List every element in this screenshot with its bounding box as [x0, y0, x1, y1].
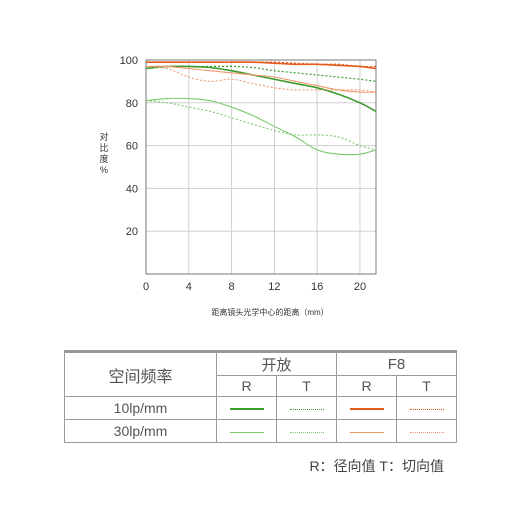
chart-ticks: 0 4 8 12 16 20 20 40 60 80 100 [120, 55, 366, 293]
legend-swatch [349, 408, 384, 411]
legend-col-f8-t: T [396, 375, 458, 397]
y-tick-label: 40 [126, 183, 138, 195]
series-line-1 [145, 65, 377, 82]
legend-table: 空间频率 开放 F8 R T R T 10lp/mm 30lp/mm [64, 350, 458, 443]
x-tick-label: 8 [229, 281, 235, 293]
legend-col-open-r: R [216, 375, 277, 397]
y-tick-label: 20 [126, 226, 138, 238]
y-tick-label: 60 [126, 141, 138, 153]
x-tick-label: 0 [143, 281, 149, 293]
legend-header-frequency: 空间频率 [64, 351, 217, 397]
series-line-7 [145, 65, 377, 93]
legend-swatch [289, 431, 324, 433]
x-tick-label: 16 [311, 281, 323, 293]
legend-row-10lp: 10lp/mm [64, 396, 217, 420]
series-line-0 [145, 65, 377, 113]
y-axis-label: 对比度% [99, 131, 108, 175]
legend-col-open-t: T [275, 375, 338, 397]
legend-swatch [229, 408, 264, 411]
legend-header-open: 开放 [215, 351, 338, 376]
series-line-2 [145, 97, 377, 156]
legend-swatch [229, 431, 264, 433]
series-line-5 [146, 61, 377, 68]
legend-note: R：径向值 T：切向值 [309, 458, 444, 474]
series-line-6 [145, 65, 377, 93]
legend-row-30lp: 30lp/mm [64, 419, 217, 443]
legend-swatch [409, 431, 444, 433]
legend-swatch [409, 408, 444, 410]
y-tick-label: 100 [120, 55, 138, 67]
legend-swatch [349, 431, 384, 433]
x-tick-label: 20 [354, 281, 366, 293]
chart-series [145, 61, 377, 156]
series-line-3 [145, 100, 377, 151]
mtf-chart: 0 4 8 12 16 20 20 40 60 80 100 对比度% 距离镜头光学中心的距离（mm… [99, 55, 377, 317]
x-tick-label: 4 [186, 281, 192, 293]
y-tick-label: 80 [126, 98, 138, 110]
x-tick-label: 12 [268, 281, 280, 293]
chart-grid [145, 59, 376, 274]
x-axis-label: 距离镜头光学中心的距离（mm） [211, 307, 328, 317]
plot-frame [145, 59, 377, 275]
legend-swatch [289, 408, 324, 410]
legend-col-f8-r: R [336, 375, 398, 397]
legend-header-f8: F8 [336, 351, 458, 376]
